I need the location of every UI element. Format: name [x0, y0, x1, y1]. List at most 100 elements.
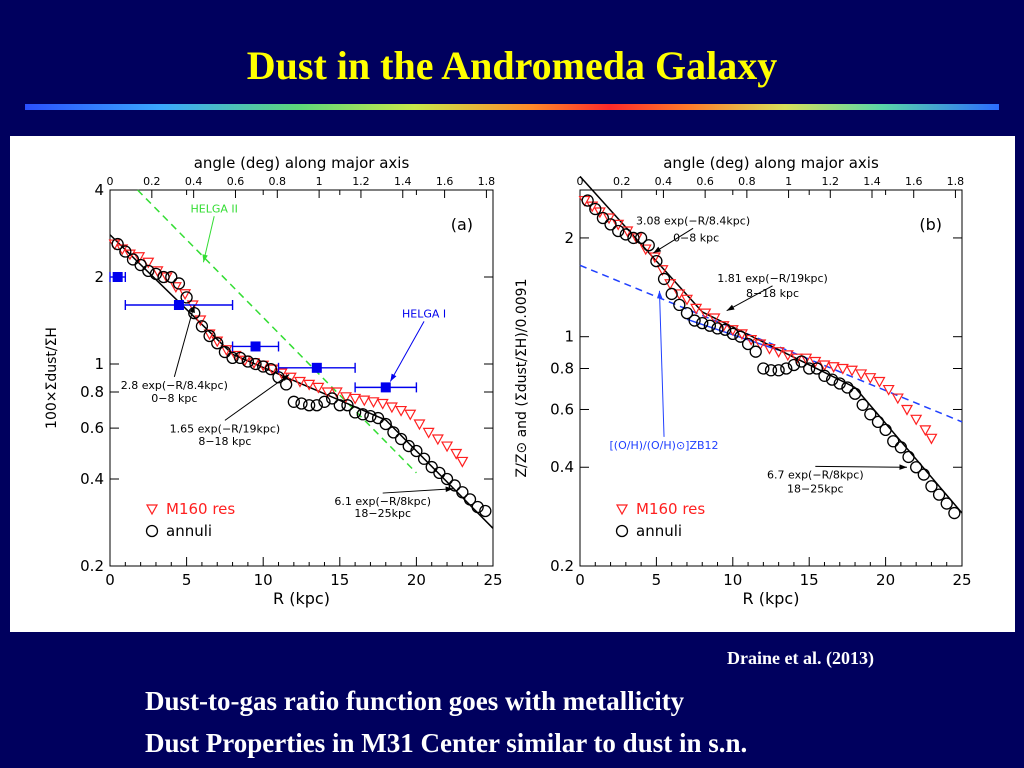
- data-point-m160: [312, 382, 325, 394]
- data-point-m160: [664, 279, 677, 290]
- data-point-m160: [413, 419, 426, 431]
- annotation-text: 0−8 kpc: [673, 232, 719, 245]
- data-point-annuli: [126, 253, 140, 266]
- data-point-helga1: [380, 382, 391, 393]
- annotation-text: HELGA I: [402, 307, 446, 320]
- y-tick-label: 0.6: [80, 419, 104, 437]
- data-point-annuli: [111, 237, 124, 251]
- data-point-annuli: [463, 493, 477, 506]
- data-point-annuli: [257, 360, 270, 373]
- data-point-annuli: [394, 432, 408, 446]
- data-point-m160: [395, 405, 408, 417]
- y-tick-label: 1: [94, 355, 104, 373]
- annotation-arrow: [173, 304, 195, 378]
- legend-marker-annuli: [615, 524, 629, 538]
- data-point-annuli: [871, 415, 885, 429]
- top-tick-label: 0: [577, 175, 584, 188]
- chart-2: 0 5 10 15 20 250 0.2 0.4 0.6 0.8 1 1.2 1.4 1.6 1.8angl…: [514, 154, 972, 608]
- annotation-text: 8−18 kpc: [198, 435, 251, 448]
- y-tick-label: 0.2: [550, 557, 574, 575]
- panel-label: (a): [451, 215, 473, 234]
- data-point-annuli: [142, 264, 155, 278]
- data-point-m160: [284, 372, 297, 384]
- fit-line: [109, 234, 234, 355]
- figure-svg: 0 5 10 15 20 250 0.2 0.4 0.6 0.8 1 1.2 1.4 1.6 1.8angl…: [44, 154, 972, 608]
- y-axis-label: Z/Z⊙ and (Σdust/ΣH)/0.0091: [514, 279, 530, 478]
- data-point-annuli: [825, 373, 839, 386]
- data-point-annuli: [604, 218, 617, 231]
- annotation-text: 1.65 exp(−R/19kpc): [170, 422, 281, 435]
- data-point-annuli: [764, 364, 778, 377]
- annotation-arrow: [658, 290, 665, 437]
- data-point-annuli: [803, 362, 816, 375]
- data-point-annuli: [619, 228, 632, 241]
- data-point-helga1: [173, 300, 184, 311]
- top-tick-label: 1.6: [905, 175, 923, 188]
- data-point-annuli: [787, 358, 801, 372]
- data-point-m160: [845, 365, 859, 377]
- data-point-annuli: [456, 486, 469, 499]
- y-axis-label: 100×Σdust/ΣH: [44, 327, 60, 429]
- data-point-m160: [708, 313, 721, 325]
- y-tick-label: 2: [94, 268, 104, 286]
- data-point-m160: [891, 393, 904, 405]
- annotation-arrowhead: [445, 486, 454, 492]
- chart-1: 0 5 10 15 20 250 0.2 0.4 0.6 0.8 1 1.2 1.4 1.6 1.8angl…: [44, 154, 503, 608]
- data-point-m160: [763, 343, 776, 355]
- rainbow-divider: [25, 104, 999, 110]
- data-point-helga1: [311, 362, 322, 373]
- data-point-annuli: [749, 345, 762, 358]
- data-point-m160: [690, 303, 703, 315]
- data-point-annuli: [673, 298, 686, 312]
- data-point-annuli: [818, 369, 831, 382]
- data-point-m160: [656, 265, 669, 276]
- data-point-annuli: [165, 270, 178, 284]
- annotation-arrow: [224, 374, 290, 421]
- data-point-annuli: [703, 319, 717, 332]
- data-point-annuli: [234, 351, 247, 365]
- annotation-arrow: [389, 321, 425, 382]
- data-point-m160: [754, 339, 767, 351]
- data-point-annuli: [371, 411, 385, 425]
- top-tick-label: 0.2: [613, 175, 631, 188]
- x-axis-label: R (kpc): [743, 589, 800, 608]
- top-tick-label: 0.8: [269, 175, 287, 188]
- top-tick-label: 0: [107, 175, 114, 188]
- data-point-annuli: [696, 316, 709, 330]
- data-point-annuli: [425, 460, 438, 474]
- fit-line: [385, 419, 494, 529]
- annotation-arrow: [815, 465, 907, 468]
- annotation-text: 18−25kpc: [354, 507, 411, 520]
- annotation-arrowhead: [189, 305, 195, 313]
- data-point-m160: [169, 282, 182, 294]
- y-tick-label: 0.6: [550, 400, 574, 418]
- data-point-m160: [330, 387, 343, 399]
- y-tick-label: 0.8: [80, 383, 104, 401]
- data-point-m160: [358, 395, 371, 407]
- annotation-text: HELGA II: [190, 202, 237, 215]
- top-tick-label: 1.6: [436, 175, 454, 188]
- top-tick-label: 1: [785, 175, 792, 188]
- legend-label: M160 res: [166, 500, 235, 518]
- data-point-m160: [133, 252, 146, 263]
- data-point-m160: [772, 347, 785, 358]
- data-point-annuli: [757, 362, 770, 375]
- data-point-m160: [220, 345, 233, 357]
- data-point-annuli: [910, 461, 923, 474]
- top-tick-label: 1.2: [352, 175, 370, 188]
- x-tick-label: 0: [105, 571, 115, 589]
- data-point-m160: [450, 448, 463, 460]
- data-point-annuli: [348, 406, 362, 419]
- fit-line: [854, 387, 963, 514]
- data-point-m160: [910, 414, 923, 426]
- data-point-annuli: [932, 488, 946, 501]
- data-point-annuli: [226, 351, 239, 365]
- data-point-m160: [745, 334, 758, 346]
- data-point-annuli: [280, 378, 293, 391]
- data-point-annuli: [719, 323, 732, 336]
- annotation-arrowhead: [899, 464, 907, 470]
- legend-label: annuli: [166, 522, 212, 540]
- data-point-m160: [781, 350, 794, 362]
- data-point-annuli: [741, 337, 755, 351]
- data-point-m160: [367, 397, 380, 409]
